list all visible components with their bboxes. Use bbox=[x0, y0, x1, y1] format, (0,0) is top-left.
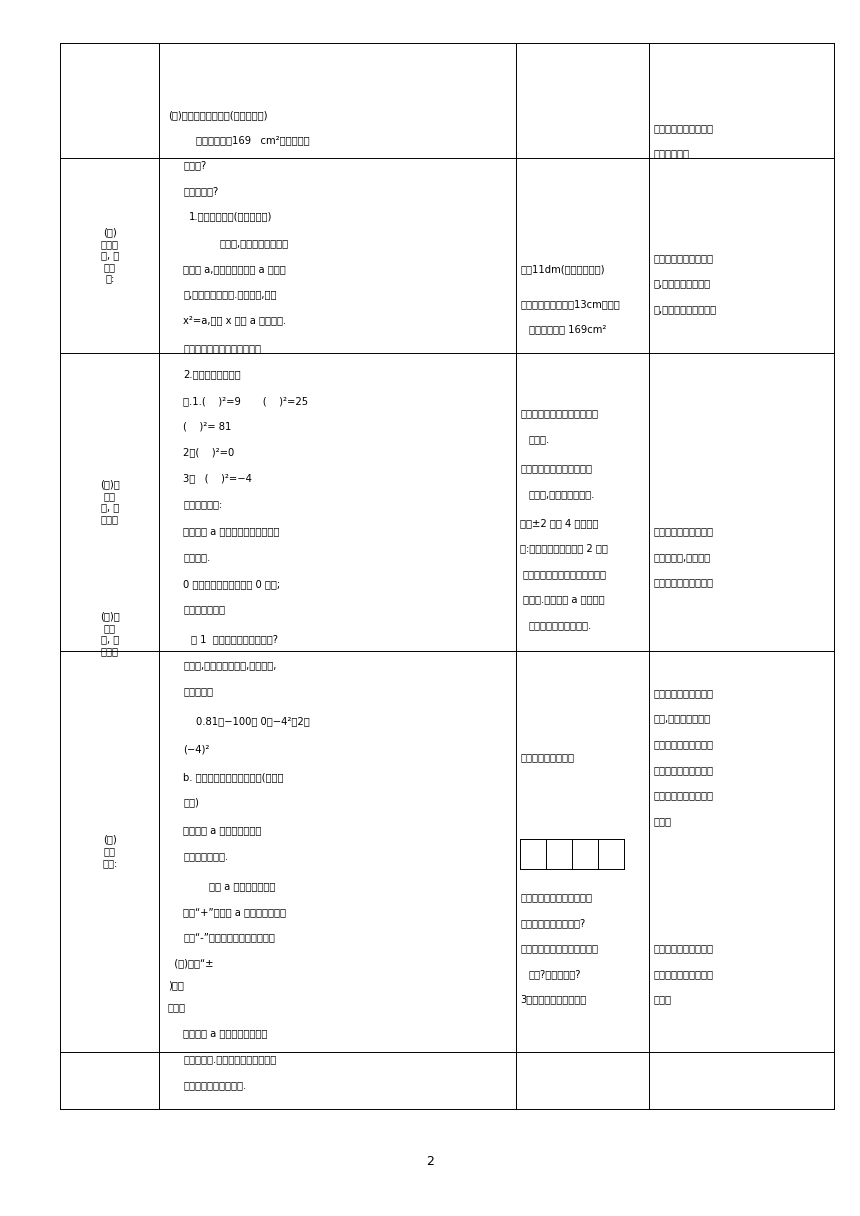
Text: 它们互为相反数.: 它们互为相反数. bbox=[183, 851, 229, 861]
Text: 的情况，给出了下面的: 的情况，给出了下面的 bbox=[654, 790, 714, 800]
Text: 2、(    )²=0: 2、( )²=0 bbox=[183, 447, 235, 457]
Text: 1.平方根的定义(幻灯片显示): 1.平方根的定义(幻灯片显示) bbox=[189, 212, 273, 221]
Text: 质.1.(    )²=9       (    )²=25: 质.1.( )²=9 ( )²=25 bbox=[183, 396, 308, 406]
Text: 学生总结本节课的学习内容: 学生总结本节课的学习内容 bbox=[520, 893, 593, 902]
Text: (−4)²: (−4)² bbox=[183, 744, 210, 754]
Text: (二)
实践探
索, 揭
示新
知:: (二) 实践探 索, 揭 示新 知: bbox=[101, 227, 119, 283]
Text: 一般地,如果一个数的平方: 一般地,如果一个数的平方 bbox=[219, 238, 288, 248]
Text: 师：若面积为169   cm²，则边长为: 师：若面积为169 cm²，则边长为 bbox=[196, 135, 310, 145]
Text: 例 1  下列各数有没有平方根?: 例 1 下列各数有没有平方根? bbox=[191, 635, 278, 644]
Text: 讨论与交流,学生自然: 讨论与交流,学生自然 bbox=[654, 552, 710, 562]
Text: 让学生概括总结所学知: 让学生概括总结所学知 bbox=[654, 944, 714, 953]
Text: 2.探索平方根的性质: 2.探索平方根的性质 bbox=[183, 370, 241, 379]
Text: 师：为什么?: 师：为什么? bbox=[183, 186, 218, 196]
Text: (    )²= 81: ( )²= 81 bbox=[183, 422, 231, 432]
Text: 开平方运算与平方运算有什么: 开平方运算与平方运算有什么 bbox=[520, 944, 599, 953]
Text: 记作“+”，正数 a 的负的平方根，: 记作“+”，正数 a 的负的平方根， bbox=[183, 907, 286, 917]
Text: 相反数.一个正数 a 有两个平: 相反数.一个正数 a 有两个平 bbox=[523, 595, 605, 604]
Text: 得出了平方根的性质。: 得出了平方根的性质。 bbox=[654, 578, 714, 587]
Text: 让学生之间通过交流与: 让学生之间通过交流与 bbox=[654, 688, 714, 698]
Text: 一个正数 a 有两个平方根，它们互: 一个正数 a 有两个平方根，它们互 bbox=[183, 527, 280, 536]
Text: 为相反数.: 为相反数. bbox=[183, 552, 211, 562]
Text: 2: 2 bbox=[426, 1155, 434, 1167]
Text: 学生练习、巩固提高: 学生练习、巩固提高 bbox=[520, 753, 574, 762]
Text: 一个正的，一个负的，并且互为: 一个正的，一个负的，并且互为 bbox=[523, 569, 607, 579]
Text: 生:一个正数的平方根有 2 个，: 生:一个正数的平方根有 2 个， bbox=[520, 544, 608, 553]
Text: 的补充；接着针对学生: 的补充；接着针对学生 bbox=[654, 765, 714, 775]
Text: 生：因为如果边长为13cm，那么: 生：因为如果边长为13cm，那么 bbox=[520, 299, 620, 309]
Text: 记作“-”，这两个平方根合在一起: 记作“-”，这两个平方根合在一起 bbox=[183, 933, 275, 942]
Text: 开平方运算是互逆关系.: 开平方运算是互逆关系. bbox=[183, 1080, 247, 1090]
Text: 根等于 a,那么这个数叫做 a 的平方: 根等于 a,那么这个数叫做 a 的平方 bbox=[183, 264, 286, 274]
Text: 生：平方等于同一个数的数: 生：平方等于同一个数的数 bbox=[520, 463, 593, 473]
Text: 正数 a 的正的平方根，: 正数 a 的正的平方根， bbox=[209, 882, 275, 891]
Text: 设悬引趣，为讲解平方: 设悬引趣，为讲解平方 bbox=[654, 123, 714, 133]
Text: )归纳: )归纳 bbox=[168, 980, 183, 990]
Text: 问题。: 问题。 bbox=[654, 816, 672, 826]
Text: 平方根的性质:: 平方根的性质: bbox=[183, 500, 223, 510]
Text: 通过以上的一组题目的: 通过以上的一组题目的 bbox=[654, 527, 714, 536]
Text: 负数没有平方根: 负数没有平方根 bbox=[183, 604, 225, 614]
Text: 学生仿照平方根的定义说一说: 学生仿照平方根的定义说一说 bbox=[183, 343, 261, 353]
Text: 思考,解决他们存在的: 思考,解决他们存在的 bbox=[654, 714, 710, 724]
Text: (一)创
设情
景, 引
入新课: (一)创 设情 景, 引 入新课 bbox=[100, 612, 120, 655]
Text: 0.81、−100、 0、−4²，2、: 0.81、−100、 0、−4²，2、 bbox=[196, 716, 310, 726]
Text: 方根，它们互为相反数.: 方根，它们互为相反数. bbox=[529, 620, 593, 630]
Text: 3、   (    )²=−4: 3、 ( )²=−4 bbox=[183, 473, 252, 483]
Text: 0 只有一个平方根，它是 0 本身;: 0 只有一个平方根，它是 0 本身; bbox=[183, 579, 280, 589]
Text: 多少呢?: 多少呢? bbox=[183, 161, 206, 170]
Text: 根做下铺垫。: 根做下铺垫。 bbox=[654, 148, 690, 158]
Text: 困惑之处，教师作适当: 困惑之处，教师作适当 bbox=[654, 739, 714, 749]
Text: 如果有,求出它的平方根,如果没有,: 如果有,求出它的平方根,如果没有, bbox=[183, 660, 277, 670]
Text: 联系?有什么区别?: 联系?有什么区别? bbox=[529, 969, 581, 979]
Text: 识，培养学生归纳概括: 识，培养学生归纳概括 bbox=[654, 969, 714, 979]
Text: 生：互为相反数的两个数的平: 生：互为相反数的两个数的平 bbox=[520, 409, 599, 418]
Text: 在学生的交流与探索之: 在学生的交流与探索之 bbox=[654, 253, 714, 263]
Text: 放,逐渐地点出了新知。: 放,逐渐地点出了新知。 bbox=[654, 304, 716, 314]
Text: 根,也称为二次方根.也就是说,如果: 根,也称为二次方根.也就是说,如果 bbox=[183, 289, 277, 299]
Text: 说明理由。: 说明理由。 bbox=[183, 686, 213, 696]
Text: 小结：: 小结： bbox=[168, 1002, 186, 1012]
Text: 有两个,它们互为相反数.: 有两个,它们互为相反数. bbox=[529, 489, 595, 499]
Text: 显示): 显示) bbox=[183, 798, 199, 807]
Text: 说说你对平方根的理解?: 说说你对平方根的理解? bbox=[520, 918, 586, 928]
Text: 方相等.: 方相等. bbox=[529, 434, 550, 444]
Text: (三)尝
试应
用, 反
馈矫正: (三)尝 试应 用, 反 馈矫正 bbox=[100, 479, 120, 524]
Text: 生：11dm(学生异口同声): 生：11dm(学生异口同声) bbox=[520, 264, 605, 274]
Text: 3、平方根的表示方法。: 3、平方根的表示方法。 bbox=[520, 995, 587, 1004]
Text: 它的面积就为 169cm²: 它的面积就为 169cm² bbox=[529, 325, 606, 334]
Text: (四)记作“±: (四)记作“± bbox=[168, 958, 213, 968]
Text: (一)创师：从面积引入(幻灯片显示): (一)创师：从面积引入(幻灯片显示) bbox=[168, 111, 267, 120]
Text: 叫做开平方.让学生探索平方运算与: 叫做开平方.让学生探索平方运算与 bbox=[183, 1054, 276, 1064]
Text: 求一个数 a 的平方根的运算，: 求一个数 a 的平方根的运算， bbox=[183, 1029, 267, 1038]
Text: b. 介绍平方根的表示方法：(幻灯片: b. 介绍平方根的表示方法：(幻灯片 bbox=[183, 772, 284, 782]
Text: 中,思维的火花不断绽: 中,思维的火花不断绽 bbox=[654, 278, 710, 288]
Text: x²=a,那么 x 叫做 a 的平方根.: x²=a,那么 x 叫做 a 的平方根. bbox=[183, 315, 286, 325]
Text: 生：±2 都是 4 的平方根: 生：±2 都是 4 的平方根 bbox=[520, 518, 599, 528]
Text: 能力。: 能力。 bbox=[654, 995, 672, 1004]
Text: (四)
归纳
小结:: (四) 归纳 小结: bbox=[102, 834, 117, 868]
Text: 一个正数 a 有两个平方根，: 一个正数 a 有两个平方根， bbox=[183, 826, 261, 835]
